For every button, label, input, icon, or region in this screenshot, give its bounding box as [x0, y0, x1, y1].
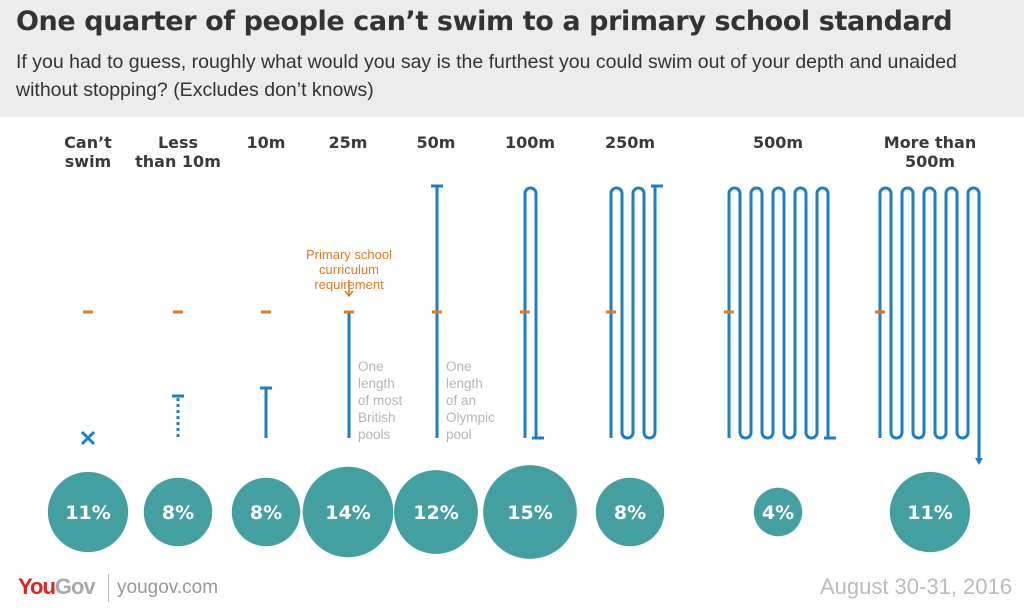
category-label: Can’t swim: [64, 133, 112, 171]
annotation-line: length: [446, 376, 483, 391]
category-label-line: 500m: [905, 152, 955, 171]
annotation-line: One: [358, 359, 384, 374]
category-label-line: Can’t: [64, 133, 112, 152]
value-label: 14%: [325, 502, 370, 524]
value-label: 12%: [413, 502, 458, 524]
value-label: 8%: [162, 502, 194, 524]
value-label: 8%: [250, 502, 282, 524]
category-label-line: 10m: [247, 133, 286, 152]
value-bubble: [753, 487, 803, 537]
arrow-down-icon: [975, 458, 983, 465]
header: One quarter of people can’t swim to a pr…: [0, 0, 1024, 117]
value-label: 8%: [614, 502, 646, 524]
annotation-line: curriculum: [319, 262, 379, 277]
swim-path-lanes: [523, 186, 538, 438]
cross-icon: [80, 430, 96, 446]
value-label: 4%: [762, 502, 794, 524]
arrow-down-icon: [344, 280, 354, 298]
annotation-line: pool: [446, 427, 472, 442]
swim-path-lanes: [609, 186, 657, 440]
annotation-line: length: [358, 376, 395, 391]
yougov-logo: YouGov: [18, 574, 96, 600]
annotation-line: of most: [358, 393, 403, 408]
category-label-line: 500m: [753, 133, 803, 152]
requirement-annotation: Primary school curriculum requirement: [306, 247, 392, 292]
swim-path-lanes: [727, 186, 830, 440]
category-label: 250m: [605, 133, 655, 152]
pool-note-50m: One length of an Olympic pool: [446, 359, 495, 442]
logo-gov: Gov: [54, 574, 96, 599]
footer-url[interactable]: yougov.com: [117, 577, 219, 598]
category-label: 500m: [753, 133, 803, 152]
value-bubble: [889, 471, 971, 553]
category-label-line: than 10m: [135, 152, 221, 171]
category-label-line: 250m: [605, 133, 655, 152]
annotation-line: of an: [446, 393, 476, 408]
annotation-line: British: [358, 410, 396, 425]
annotation-line: requirement: [314, 277, 384, 292]
value-bubble: [47, 471, 129, 553]
category-label: 25m: [329, 133, 368, 152]
value-label: 11%: [65, 502, 110, 524]
value-bubble: [231, 477, 301, 547]
swim-path-lanes: [878, 186, 981, 460]
annotation-line: pools: [358, 427, 391, 442]
category-label: 50m: [417, 133, 456, 152]
value-bubble: [143, 477, 213, 547]
value-label: 11%: [907, 502, 952, 524]
category-label: 10m: [247, 133, 286, 152]
category-label: Less than 10m: [135, 133, 221, 171]
category-label-line: 25m: [329, 133, 368, 152]
page-title: One quarter of people can’t swim to a pr…: [16, 6, 953, 37]
category-label: 100m: [505, 133, 555, 152]
page-subtitle: If you had to guess, roughly what would …: [16, 51, 957, 101]
category-label-line: 100m: [505, 133, 555, 152]
category-label-line: swim: [65, 152, 111, 171]
value-bubble: [595, 477, 665, 547]
category-label-line: Less: [158, 133, 198, 152]
value-label: 15%: [507, 502, 552, 524]
value-bubble: [394, 470, 478, 554]
value-bubble: [483, 465, 577, 559]
category-label: More than 500m: [884, 133, 976, 171]
pool-note-25m: One length of most British pools: [358, 359, 403, 442]
category-label-line: More than: [884, 133, 976, 152]
footer-divider: [108, 574, 109, 602]
annotation-line: Primary school: [306, 247, 392, 262]
category-label-line: 50m: [417, 133, 456, 152]
value-bubble: [302, 466, 394, 558]
annotation-line: Olympic: [446, 410, 495, 425]
logo-you: You: [18, 574, 56, 599]
annotation-line: One: [446, 359, 472, 374]
footer-date: August 30-31, 2016: [819, 574, 1012, 599]
